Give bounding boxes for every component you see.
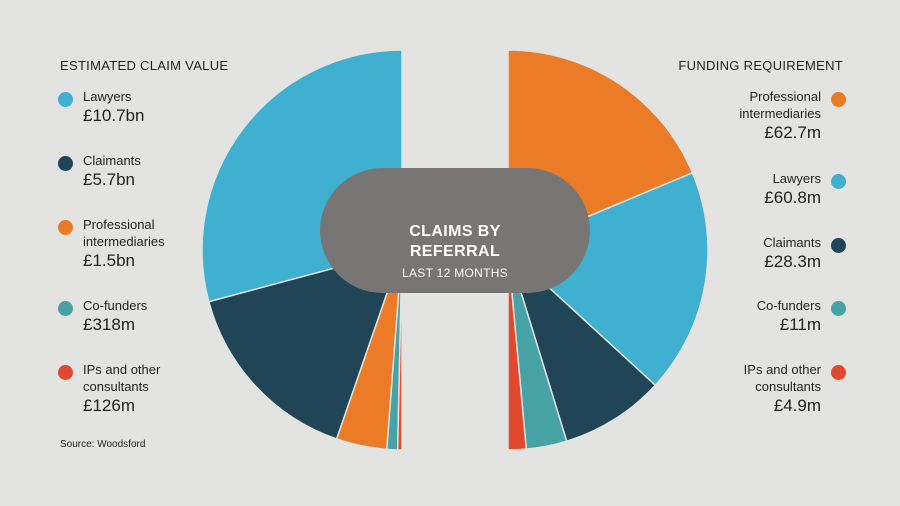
- legend-item-professional-intermediaries: Professional intermediaries £1.5bn: [58, 216, 228, 272]
- legend-swatch: [831, 365, 846, 380]
- legend-value: £5.7bn: [83, 170, 135, 189]
- source-note: Source: Woodsford: [60, 439, 146, 450]
- legend-item-lawyers: Lawyers £60.8m: [676, 170, 846, 209]
- legend-value: £11m: [779, 315, 821, 334]
- legend-swatch: [58, 301, 73, 316]
- legend-swatch: [831, 238, 846, 253]
- legend-value: £28.3m: [764, 252, 821, 271]
- legend-item-co-funders: Co-funders £11m: [676, 297, 846, 336]
- legend-value: £1.5bn: [83, 251, 135, 270]
- legend-value: £10.7bn: [83, 106, 145, 125]
- legend-value: £62.7m: [764, 123, 821, 142]
- legend-swatch: [58, 92, 73, 107]
- legend-item-ips-and-other-consultants: IPs and other consultants £4.9m: [676, 361, 846, 417]
- legend-label: Co-funders: [756, 298, 821, 313]
- legend-value: £60.8m: [764, 188, 821, 207]
- legend-swatch: [831, 301, 846, 316]
- legend-label: IPs and other consultants: [83, 362, 161, 394]
- legend-label: Professional intermediaries: [83, 217, 165, 249]
- slice-claim-value-claimants: [208, 249, 403, 440]
- legend-item-claimants: Claimants £28.3m: [676, 234, 846, 273]
- legend-item-lawyers: Lawyers £10.7bn: [58, 88, 228, 127]
- legend-label: Lawyers: [772, 171, 821, 186]
- legend-value: £4.9m: [773, 396, 821, 415]
- legend-label: Lawyers: [83, 89, 132, 104]
- legend-swatch: [831, 92, 846, 107]
- legend-item-claimants: Claimants £5.7bn: [58, 152, 228, 191]
- legend-label: Professional intermediaries: [739, 89, 821, 121]
- legend-value: £318m: [83, 315, 135, 334]
- slice-claim-value-ips-and-other-consultants: [396, 249, 403, 451]
- legend-swatch: [58, 365, 73, 380]
- left-legend-title: ESTIMATED CLAIM VALUE: [60, 58, 229, 73]
- legend-swatch: [58, 220, 73, 235]
- legend-swatch: [831, 174, 846, 189]
- slice-funding-ips-and-other-consultants: [507, 249, 528, 451]
- legend-item-professional-intermediaries: Professional intermediaries £62.7m: [676, 88, 846, 144]
- legend-label: Co-funders: [83, 298, 148, 313]
- legend-value: £126m: [83, 396, 135, 415]
- center-subtitle: LAST 12 MONTHS: [402, 266, 508, 280]
- center-badge: [320, 168, 590, 293]
- slice-funding-lawyers: [507, 172, 709, 387]
- center-title-line2: REFERRAL: [410, 243, 500, 260]
- legend-item-ips-and-other-consultants: IPs and other consultants £126m: [58, 361, 228, 417]
- center-title-line1: CLAIMS BY: [409, 223, 501, 240]
- legend-label: Claimants: [763, 235, 821, 250]
- right-legend-title: FUNDING REQUIREMENT: [678, 58, 843, 73]
- legend-label: Claimants: [83, 153, 141, 168]
- legend-item-co-funders: Co-funders £318m: [58, 297, 228, 336]
- legend-swatch: [58, 156, 73, 171]
- slice-funding-claimants: [507, 249, 657, 442]
- legend-label: IPs and other consultants: [743, 362, 821, 394]
